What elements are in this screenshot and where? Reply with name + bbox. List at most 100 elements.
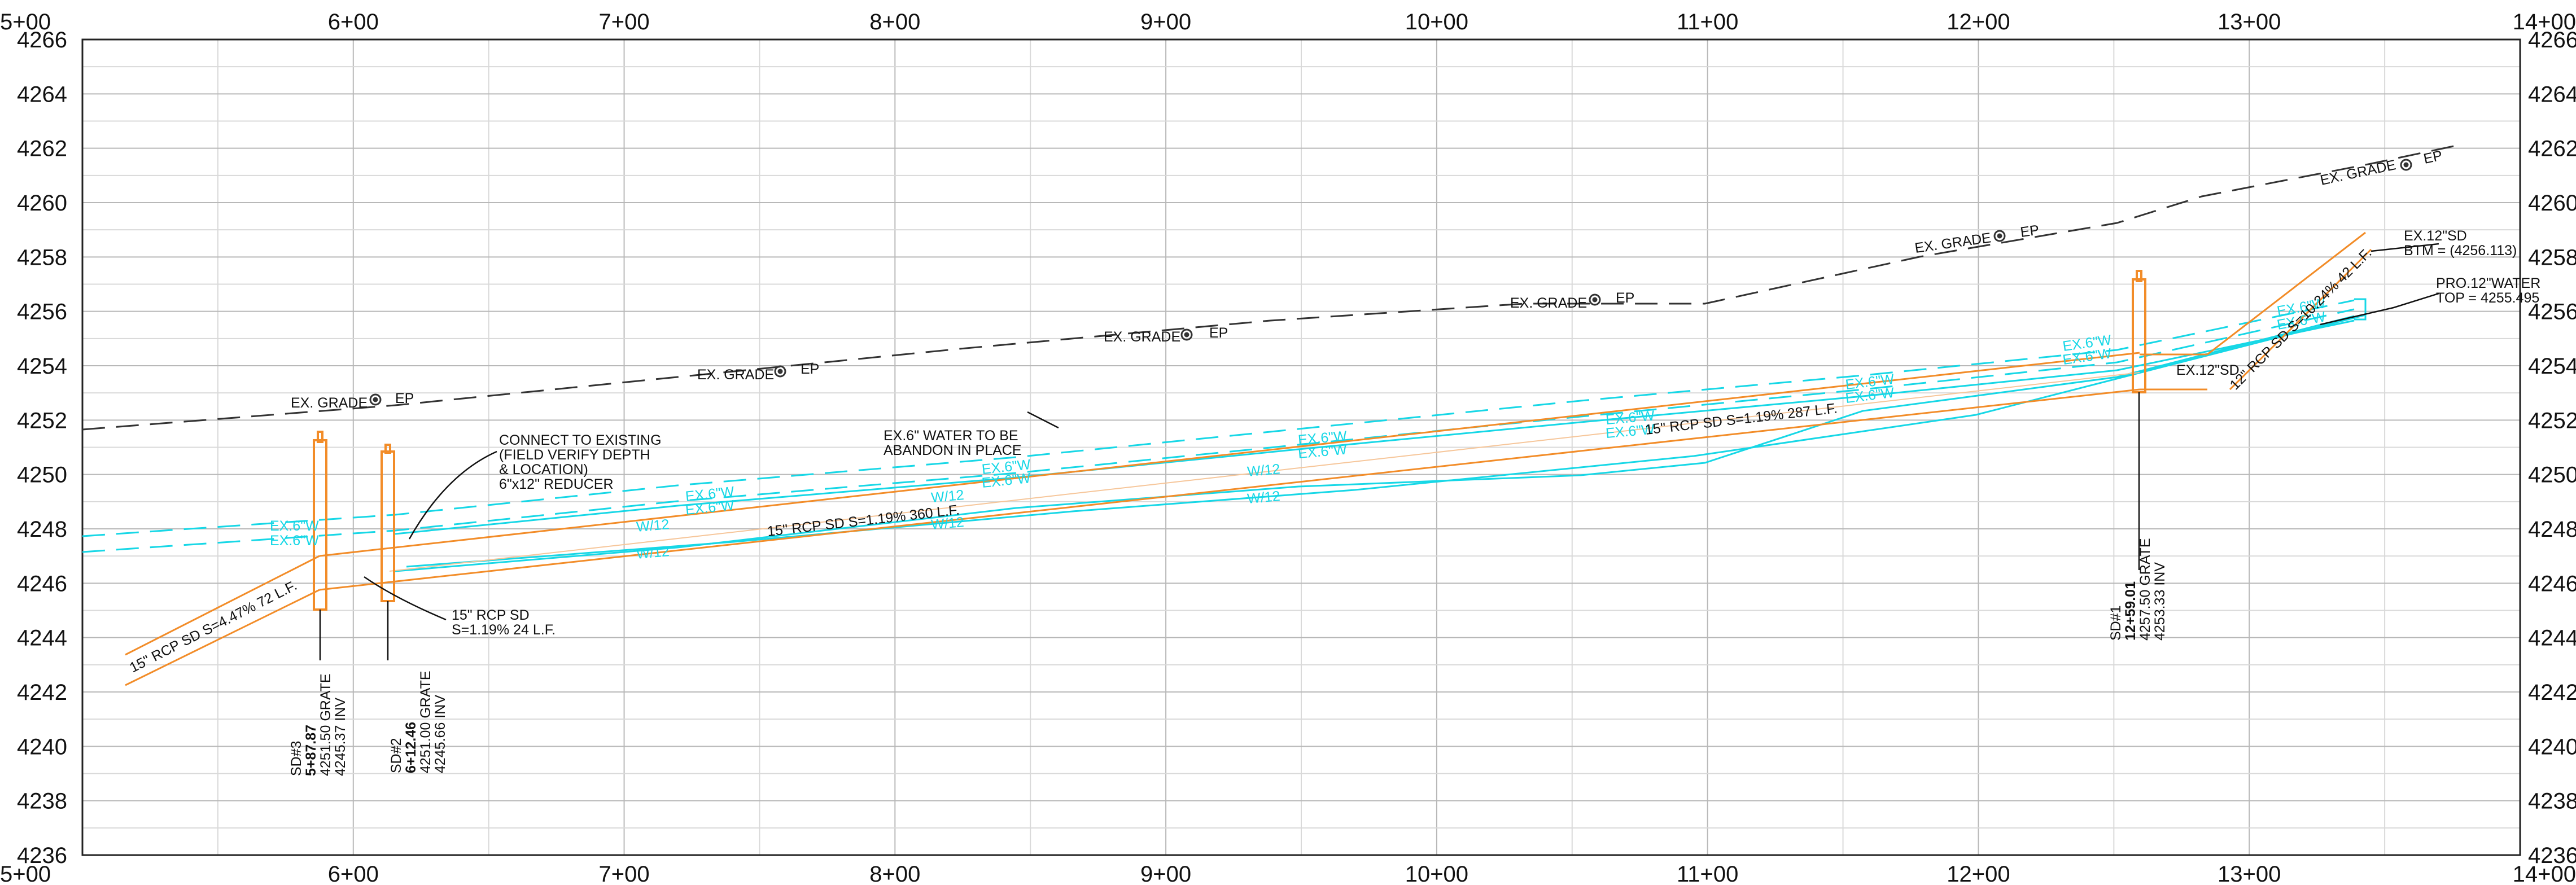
station-label-top: 6+00: [328, 10, 379, 34]
pipe-short-label-2: S=1.19% 24 L.F.: [452, 622, 556, 638]
elevation-label-left: 4246: [17, 571, 67, 596]
station-label-top: 7+00: [599, 10, 650, 34]
ep-label-6: EP: [2422, 148, 2443, 167]
manhole-sd2-cap: [384, 444, 391, 454]
elevation-label-right: 4238: [2528, 789, 2576, 814]
sd-upslope-bot: [2229, 248, 2372, 391]
w12-label-6: W/12: [1247, 488, 1281, 507]
ex-grade-label-5: EX. GRADE: [1914, 230, 1992, 256]
ex-grade-label-2: EX. GRADE: [697, 367, 774, 383]
pro-water-w12: [406, 314, 2366, 568]
ex6w-label-2: EX.6"W: [270, 533, 319, 549]
pipe-main-2-label: 15" RCP SD S=1.19% 287 L.F.: [1645, 400, 1839, 438]
ex-grade-label-4: EX. GRADE: [1510, 295, 1587, 311]
ep-label-1: EP: [395, 391, 414, 406]
sd-main-pipe-top: [319, 352, 2140, 557]
station-label-bottom: 9+00: [1140, 862, 1191, 885]
pro-water-end: [2354, 298, 2367, 321]
sd3-station: 5+87.87: [303, 725, 319, 776]
elevation-label-left: 4262: [17, 137, 67, 161]
structure-sd1-label: SD#1 12+59.01 4257.50 GRATE 4253.33 INV: [2108, 538, 2168, 641]
grade-labels: EX. GRADE EP EX. GRADE EP EX. GRADE EP E…: [291, 148, 2444, 411]
ex-grade-label-1: EX. GRADE: [291, 395, 368, 411]
sd1-station: 12+59.01: [2123, 581, 2138, 641]
ep-label-3: EP: [1209, 325, 1228, 341]
elevation-label-left: 4248: [17, 517, 67, 542]
manhole-sd3-cap: [317, 431, 323, 443]
structure-sd3-label: SD#3 5+87.87 4251.50 GRATE 4245.37 INV: [288, 673, 348, 776]
elevation-label-right: 4246: [2528, 571, 2576, 596]
elevation-label-right: 4266: [2528, 28, 2576, 52]
elevation-label-left: 4256: [17, 300, 67, 325]
abandon-line-2: ABANDON IN PLACE: [884, 442, 1022, 458]
ex12-btm-line-1: EX.12"SD: [2404, 228, 2467, 244]
sd1-name: SD#1: [2108, 605, 2124, 641]
existing-grade-line: [82, 143, 2462, 431]
connect-line-3: & LOCATION): [499, 462, 588, 477]
sd2-station: 6+12.46: [403, 722, 419, 773]
station-label-bottom: 8+00: [869, 862, 920, 885]
station-label-bottom: 13+00: [2218, 862, 2281, 885]
elevation-label-left: 4240: [17, 734, 67, 759]
station-label-bottom: 12+00: [1947, 862, 2010, 885]
leader-lines: [319, 243, 2439, 660]
pipe-labels: 15" RCP SD S=4.47% 72 L.F. 15" RCP SD S=…: [127, 245, 2375, 676]
w12-label-5: W/12: [1247, 461, 1281, 480]
elevation-label-right: 4250: [2528, 463, 2576, 488]
sd2-inv: 4245.66 INV: [432, 695, 448, 773]
elevation-label-right: 4242: [2528, 680, 2576, 705]
elevation-label-right: 4240: [2528, 734, 2576, 759]
station-label-bottom: 6+00: [328, 862, 379, 885]
elevation-label-right: 4248: [2528, 517, 2576, 542]
sd1-inv: 4253.33 INV: [2152, 562, 2168, 641]
elevation-label-left: 4254: [17, 354, 67, 379]
pipe-sd3-up-label: 15" RCP SD S=4.47% 72 L.F.: [127, 577, 300, 676]
ex12-btm-line-2: BTM = (4256.113): [2404, 243, 2517, 259]
ep-label-2: EP: [801, 361, 819, 377]
ex6w-label-1: EX.6"W: [270, 518, 319, 534]
sd3-name: SD#3: [288, 741, 304, 776]
station-label-top: 5+00: [0, 10, 51, 34]
elevation-label-left: 4258: [17, 245, 67, 270]
sd3-grate: 4251.50 GRATE: [318, 673, 334, 776]
elevation-label-left: 4238: [17, 789, 67, 814]
sd-main-pipe-mid: [389, 372, 2140, 572]
storm-drain-pipes: [125, 231, 2372, 686]
sd2-grate: 4251.00 GRATE: [418, 671, 434, 773]
station-label-bottom: 7+00: [599, 862, 650, 885]
connect-line-1: CONNECT TO EXISTING: [499, 432, 662, 448]
elevation-label-right: 4262: [2528, 137, 2576, 161]
station-label-top: 9+00: [1140, 10, 1191, 34]
station-label-top: 14+00: [2513, 10, 2576, 34]
elevation-label-left: 4252: [17, 408, 67, 433]
sd-main-pipe-bot: [319, 388, 2140, 591]
water-lines: [82, 298, 2367, 572]
elevation-label-left: 4264: [17, 82, 67, 107]
ex-water-line-solid-1: [395, 319, 2355, 535]
w12-label-2: W/12: [636, 544, 670, 562]
plot-frame: [81, 38, 2521, 856]
ep-label-4: EP: [1616, 290, 1634, 306]
w12-label-3: W/12: [930, 487, 965, 506]
elevation-label-right: 4260: [2528, 191, 2576, 216]
ex12sd-label: EX.12"SD: [2176, 362, 2240, 378]
pro12-water-line-2: TOP = 4255.495: [2436, 290, 2539, 306]
elevation-label-right: 4244: [2528, 626, 2576, 651]
sd1-grate: 4257.50 GRATE: [2137, 538, 2153, 641]
elevation-label-left: 4244: [17, 626, 67, 651]
elevation-label-right: 4256: [2528, 300, 2576, 325]
sd3-up-pipe-top: [125, 555, 320, 656]
elevation-label-left: 4236: [17, 843, 67, 868]
grid: [82, 39, 2521, 856]
elevation-label-left: 4260: [17, 191, 67, 216]
connect-line-2: (FIELD VERIFY DEPTH: [499, 447, 650, 463]
sd3-inv: 4245.37 INV: [333, 698, 348, 776]
station-label-bottom: 11+00: [1677, 862, 1738, 885]
pipe-main-1-label: 15" RCP SD S=1.19% 360 L.F.: [767, 502, 961, 540]
station-label-top: 13+00: [2218, 10, 2281, 34]
station-label-bottom: 14+00: [2513, 862, 2576, 885]
elevation-label-right: 4258: [2528, 245, 2576, 270]
station-label-top: 10+00: [1405, 10, 1468, 34]
w12-label-4: W/12: [930, 514, 965, 533]
